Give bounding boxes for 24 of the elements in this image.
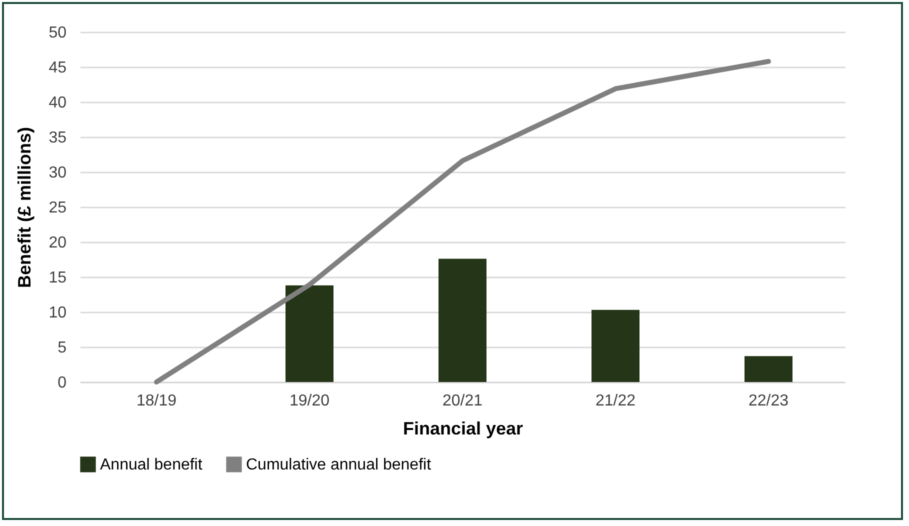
x-tick-label: 20/21 — [442, 392, 483, 410]
x-tick-label: 18/19 — [136, 392, 177, 410]
y-tick-label: 45 — [48, 60, 67, 76]
y-tick-label: 15 — [48, 270, 67, 286]
y-axis-title: Benefit (£ millions) — [14, 126, 35, 288]
y-tick-label: 10 — [48, 304, 67, 322]
y-tick-label: 40 — [48, 94, 67, 112]
y-tick-label: 0 — [58, 374, 67, 392]
x-tick-label: 22/23 — [748, 392, 789, 410]
legend-label: Cumulative annual benefit — [246, 456, 432, 474]
y-tick-label: 30 — [48, 164, 67, 182]
bar — [592, 310, 640, 382]
y-tick-label: 25 — [48, 200, 67, 216]
legend-label: Annual benefit — [100, 456, 203, 474]
y-tick-label: 50 — [48, 24, 67, 42]
y-tick-label: 5 — [58, 340, 67, 356]
x-tick-label: 21/22 — [595, 392, 636, 410]
bar — [744, 356, 792, 382]
bar — [438, 258, 486, 382]
y-tick-label: 20 — [48, 234, 67, 252]
y-tick-label: 35 — [48, 130, 67, 146]
x-tick-label: 19/20 — [289, 392, 330, 410]
bar — [286, 285, 334, 382]
x-axis-title: Financial year — [402, 418, 524, 438]
